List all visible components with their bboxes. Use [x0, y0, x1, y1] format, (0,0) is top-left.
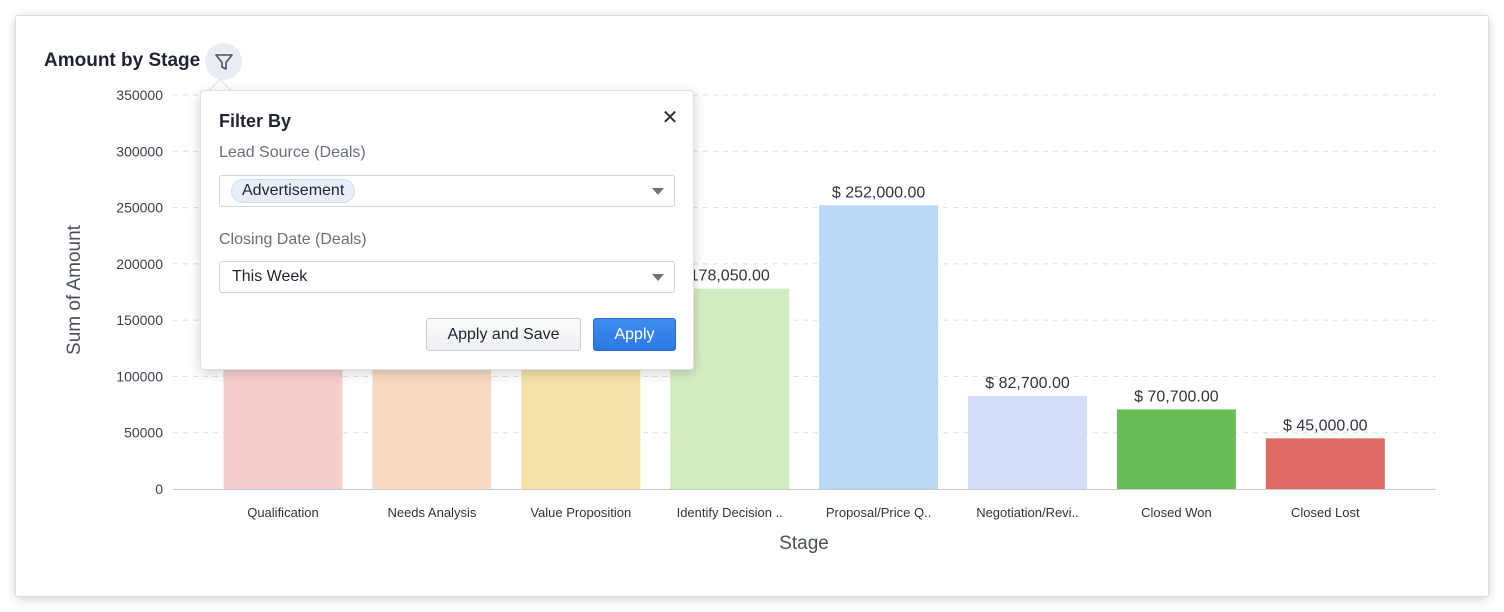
y-tick-label: 0	[155, 481, 163, 497]
y-tick-label: 250000	[116, 200, 163, 216]
lead-source-chip[interactable]: Advertisement	[231, 179, 356, 203]
closing-date-value: This Week	[232, 268, 308, 285]
y-tick-label: 50000	[124, 425, 163, 441]
x-tick-label: Closed Won	[1141, 505, 1212, 520]
close-icon[interactable]: ✕	[661, 107, 679, 129]
x-tick-label: Closed Lost	[1291, 505, 1360, 520]
chart-title: Amount by Stage	[44, 50, 201, 71]
bar[interactable]	[521, 360, 641, 489]
y-tick-label: 300000	[116, 143, 163, 159]
closing-date-select[interactable]: This Week	[219, 261, 675, 293]
closing-date-label: Closing Date (Deals)	[219, 231, 367, 248]
y-axis-ticks: 0 50000 100000 150000 200000 250000 300000 3500…	[116, 87, 163, 497]
funnel-icon	[214, 53, 233, 70]
filter-button[interactable]	[205, 43, 242, 80]
chart-bars	[223, 205, 1385, 489]
lead-source-label: Lead Source (Deals)	[219, 144, 366, 161]
x-tick-label: Identify Decision ..	[677, 505, 783, 520]
lead-source-select[interactable]: Advertisement	[219, 175, 675, 207]
x-tick-label: Negotiation/Revi..	[976, 505, 1079, 520]
chevron-down-icon[interactable]	[652, 274, 664, 281]
bar-data-label: $ 45,000.00	[1283, 417, 1368, 434]
x-axis-categories: Qualification Needs Analysis Value Proposi…	[247, 505, 1360, 520]
bar-data-label: $ 252,000.00	[832, 184, 926, 201]
data-labels: 178,050.00 $ 252,000.00 $ 82,700.00 $ 70,70…	[690, 184, 1368, 434]
y-tick-label: 150000	[116, 312, 163, 328]
y-tick-label: 350000	[116, 87, 163, 103]
x-tick-label: Needs Analysis	[387, 505, 476, 520]
x-tick-label: Value Proposition	[530, 505, 631, 520]
bar[interactable]	[968, 395, 1087, 489]
chevron-down-icon[interactable]	[652, 188, 664, 195]
y-tick-label: 100000	[116, 368, 163, 384]
bar[interactable]	[223, 360, 343, 489]
bar[interactable]	[1265, 438, 1385, 489]
x-axis-title: Stage	[779, 533, 829, 554]
apply-and-save-button[interactable]: Apply and Save	[426, 318, 581, 351]
apply-button[interactable]: Apply	[593, 318, 676, 351]
bar[interactable]	[819, 205, 939, 489]
bar-data-label: $ 70,700.00	[1134, 388, 1219, 405]
bar[interactable]	[372, 360, 492, 489]
x-tick-label: Proposal/Price Q..	[826, 505, 932, 520]
y-tick-label: 200000	[116, 256, 163, 272]
filter-popup: Filter By ✕ Lead Source (Deals) Advertis…	[200, 90, 694, 370]
popup-title: Filter By	[219, 111, 292, 131]
x-tick-label: Qualification	[247, 505, 319, 520]
bar-data-label: $ 82,700.00	[985, 375, 1070, 392]
y-axis-title: Sum of Amount	[64, 224, 85, 355]
bar-data-label: 178,050.00	[690, 268, 770, 285]
bar[interactable]	[1116, 409, 1236, 489]
